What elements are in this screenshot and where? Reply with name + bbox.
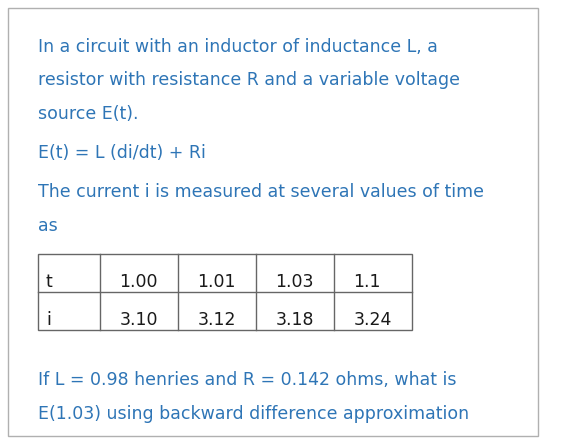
Text: 3.18: 3.18 [276,311,314,329]
Text: The current i is measured at several values of time: The current i is measured at several val… [38,183,484,202]
Text: 1.03: 1.03 [276,273,314,291]
Text: E(1.03) using backward difference approximation: E(1.03) using backward difference approx… [38,405,469,423]
Text: 1.01: 1.01 [198,273,236,291]
Text: 3.10: 3.10 [119,311,158,329]
Text: as: as [38,217,58,235]
Text: 3.12: 3.12 [198,311,236,329]
Text: 1.00: 1.00 [119,273,158,291]
Text: source E(t).: source E(t). [38,105,139,123]
Text: 1.1: 1.1 [353,273,381,291]
Text: In a circuit with an inductor of inductance L, a: In a circuit with an inductor of inducta… [38,38,438,56]
Text: If L = 0.98 henries and R = 0.142 ohms, what is: If L = 0.98 henries and R = 0.142 ohms, … [38,372,456,389]
Text: i: i [46,311,51,329]
Text: E(t) = L (di/dt) + Ri: E(t) = L (di/dt) + Ri [38,144,206,162]
Text: resistor with resistance R and a variable voltage: resistor with resistance R and a variabl… [38,71,460,90]
Text: 3.24: 3.24 [353,311,392,329]
Bar [38,254,412,330]
Text: t: t [46,273,53,291]
